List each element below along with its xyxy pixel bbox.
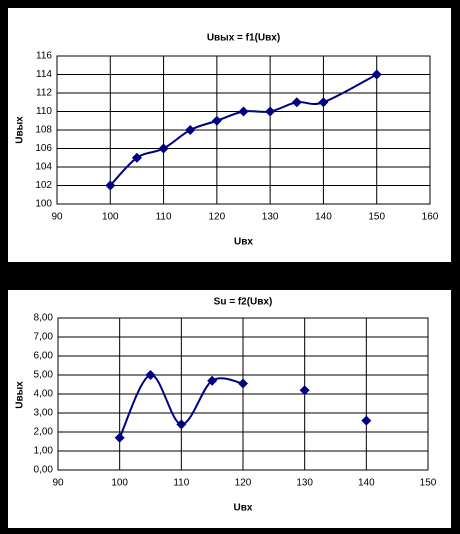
y-tick-label: 4,00: [34, 389, 54, 400]
y-axis-label: Uвых: [15, 116, 26, 144]
y-axis-label: Uвых: [15, 381, 26, 409]
data-point: [361, 415, 372, 426]
data-point: [114, 432, 125, 443]
plot-border: [57, 317, 429, 471]
y-tick-label: 7,00: [34, 332, 54, 343]
x-tick-label: 90: [51, 212, 63, 223]
x-axis-label: Uвх: [234, 237, 253, 248]
x-tick-label: 110: [156, 212, 172, 223]
chart-panel: [8, 8, 451, 262]
y-tick-label: 6,00: [34, 351, 54, 362]
y-tick-label: 104: [35, 162, 52, 173]
y-tick-label: 8,00: [34, 313, 54, 324]
data-point: [185, 125, 196, 135]
x-axis-label: Uвх: [234, 503, 253, 514]
x-tick-label: 130: [262, 212, 279, 223]
data-point: [145, 370, 156, 380]
x-tick-label: 120: [235, 478, 252, 489]
data-point: [176, 419, 187, 430]
y-tick-label: 102: [35, 180, 52, 191]
data-point: [238, 106, 249, 117]
chart-title: Su = f2(Uвх): [214, 297, 273, 308]
y-tick-label: 5,00: [34, 370, 54, 381]
x-tick-label: 110: [173, 478, 189, 489]
data-point: [291, 97, 302, 108]
data-point: [265, 106, 276, 117]
x-tick-label: 100: [102, 212, 119, 223]
data-point: [238, 378, 248, 389]
x-tick-label: 140: [315, 212, 332, 223]
x-tick-label: 100: [111, 478, 128, 489]
data-point: [105, 180, 116, 191]
x-tick-label: 150: [368, 212, 385, 223]
x-tick-label: 140: [358, 478, 375, 489]
y-tick-label: 112: [36, 88, 52, 99]
y-tick-label: 100: [35, 199, 52, 210]
x-tick-label: 150: [420, 478, 437, 489]
x-tick-label: 160: [422, 212, 439, 223]
x-tick-label: 120: [209, 212, 226, 223]
data-point: [131, 152, 142, 163]
y-tick-label: 108: [35, 125, 52, 136]
y-tick-label: 0,00: [34, 465, 54, 476]
data-point: [318, 97, 329, 108]
data-point: [158, 143, 169, 154]
chart-panel: [8, 290, 451, 528]
data-point: [207, 375, 218, 386]
plot-border: [56, 55, 431, 205]
y-tick-label: 106: [35, 143, 52, 154]
x-tick-label: 130: [296, 478, 313, 489]
chart-title: Uвых = f1(Uвх): [207, 33, 280, 44]
data-point: [299, 385, 310, 396]
y-tick-label: 110: [36, 106, 52, 117]
y-tick-label: 114: [36, 69, 52, 80]
y-tick-label: 1,00: [34, 446, 54, 457]
series-line: [109, 73, 378, 187]
x-tick-label: 90: [52, 478, 64, 489]
data-point: [371, 69, 382, 80]
y-tick-label: 3,00: [34, 408, 54, 419]
data-point: [211, 115, 222, 126]
y-tick-label: 116: [36, 51, 52, 62]
y-tick-label: 2,00: [34, 427, 54, 438]
